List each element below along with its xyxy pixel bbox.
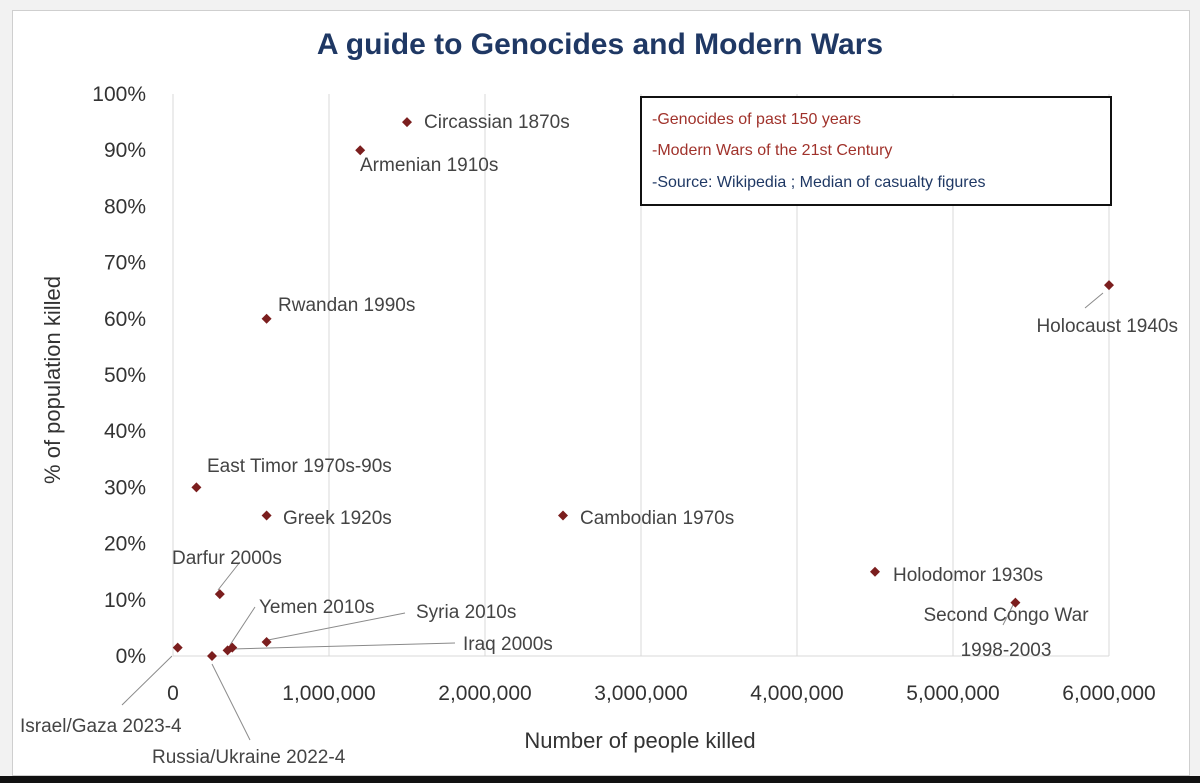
data-point-5 <box>261 510 272 521</box>
label-east-timor: East Timor 1970s-90s <box>207 456 392 477</box>
x-tick-label: 6,000,000 <box>1062 682 1155 705</box>
y-tick-label: 30% <box>104 476 146 499</box>
label-congo-line2: 1998-2003 <box>961 640 1052 661</box>
y-tick-label: 60% <box>104 308 146 331</box>
label-holocaust: Holocaust 1940s <box>1036 316 1178 337</box>
y-tick-label: 10% <box>104 589 146 612</box>
data-point-13 <box>172 642 183 653</box>
x-tick-label: 0 <box>167 682 179 705</box>
y-tick-label: 40% <box>104 420 146 443</box>
data-point-9 <box>1010 597 1021 608</box>
data-point-3 <box>1104 280 1114 291</box>
y-tick-label: 70% <box>104 252 146 275</box>
data-point-0 <box>402 117 412 128</box>
label-rwandan: Rwandan 1990s <box>278 295 415 316</box>
label-russia: Russia/Ukraine 2022-4 <box>152 747 346 768</box>
data-point-1 <box>355 145 366 156</box>
x-tick-label: 3,000,000 <box>594 682 687 705</box>
y-tick-label: 0% <box>116 645 146 668</box>
chart-title: A guide to Genocides and Modern Wars <box>317 28 883 61</box>
y-tick-label: 50% <box>104 364 146 387</box>
x-axis-ticks: 0 1,000,000 2,000,000 3,000,000 4,000,000 5,0… <box>167 682 1156 705</box>
label-greek: Greek 1920s <box>283 508 392 529</box>
label-armenian: Armenian 1910s <box>360 155 498 176</box>
label-israel: Israel/Gaza 2023-4 <box>20 716 182 737</box>
y-axis-ticks: 0% 10% 20% 30% 40% 50% 60% 70% 80% 90% 100% <box>92 83 146 668</box>
leader-darfur <box>217 561 241 591</box>
data-point-11 <box>261 636 272 647</box>
y-tick-label: 20% <box>104 533 146 556</box>
label-syria: Syria 2010s <box>416 602 516 623</box>
bottom-edge-bar <box>0 776 1200 783</box>
leader-syria <box>267 612 406 641</box>
y-tick-label: 90% <box>104 139 146 162</box>
data-point-12 <box>222 645 233 656</box>
leader-yemen <box>229 606 256 646</box>
x-tick-label: 1,000,000 <box>282 682 375 705</box>
legend-box <box>640 96 1112 206</box>
x-tick-label: 4,000,000 <box>750 682 843 705</box>
y-tick-label: 80% <box>104 195 146 218</box>
leader-lines <box>121 292 1104 741</box>
legend-item-source: -Source: Wikipedia ; Median of casualty … <box>652 174 985 191</box>
legend-item-modern-wars: -Modern Wars of the 21st Century <box>652 142 892 159</box>
x-tick-label: 5,000,000 <box>906 682 999 705</box>
label-holodomor: Holodomor 1930s <box>893 565 1043 586</box>
data-point-8 <box>870 566 880 577</box>
y-tick-label: 100% <box>92 83 146 106</box>
leader-congo <box>1002 602 1015 626</box>
legend-item-genocides: -Genocides of past 150 years <box>652 111 861 128</box>
label-cambodian: Cambodian 1970s <box>580 508 734 529</box>
label-iraq: Iraq 2000s <box>463 634 553 655</box>
data-point-7 <box>214 589 225 600</box>
x-tick-label: 2,000,000 <box>438 682 531 705</box>
x-axis-label: Number of people killed <box>524 728 755 753</box>
label-circassian: Circassian 1870s <box>424 112 570 133</box>
data-point-6 <box>558 510 568 521</box>
data-point-4 <box>191 482 202 493</box>
label-congo-line1: Second Congo War <box>923 605 1089 626</box>
label-yemen: Yemen 2010s <box>259 597 375 618</box>
label-darfur: Darfur 2000s <box>172 548 282 569</box>
leader-holocaust <box>1084 292 1104 309</box>
point-labels: Circassian 1870s Armenian 1910s Rwandan … <box>20 112 1178 768</box>
data-point-14 <box>207 651 217 661</box>
data-point-2 <box>261 313 272 324</box>
data-points <box>172 117 1114 661</box>
legend: -Genocides of past 150 years -Modern War… <box>640 96 1112 206</box>
leader-israel <box>121 655 173 706</box>
y-axis-label: % of population killed <box>40 276 65 484</box>
leader-iraq <box>231 642 456 650</box>
leader-russia <box>211 663 251 741</box>
